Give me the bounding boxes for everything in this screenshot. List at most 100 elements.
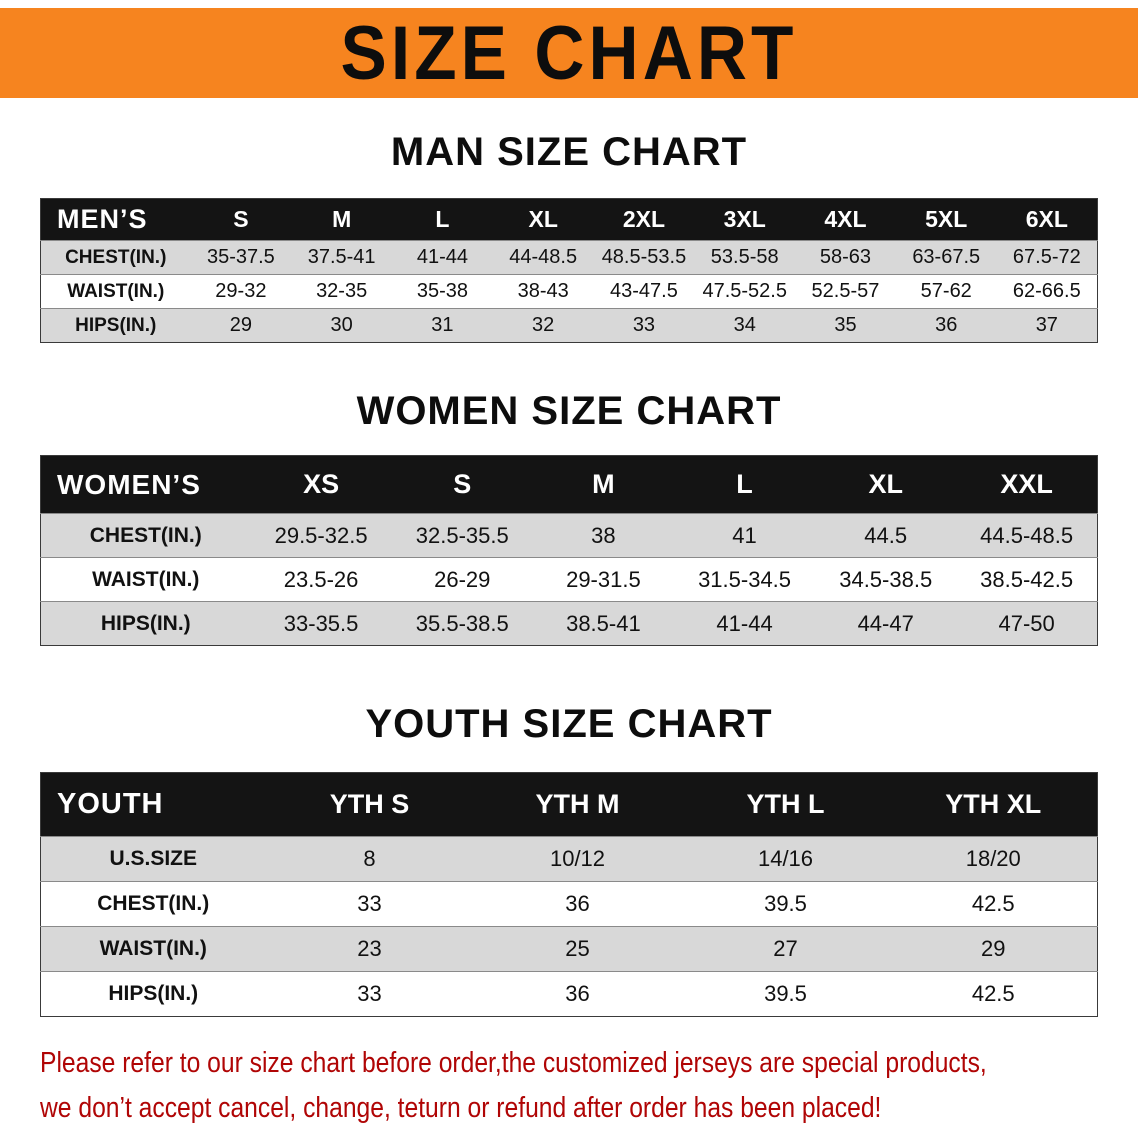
size-value-cell: 34.5-38.5 (815, 557, 957, 602)
corner-header: MEN’S (40, 198, 191, 241)
size-column-header: S (190, 198, 292, 241)
size-value-cell: 34 (694, 308, 796, 343)
table-row: U.S.SIZE 8 10/12 14/16 18/20 (40, 836, 1098, 882)
table-header-row: WOMEN’S XS S M L XL XXL (40, 455, 1098, 514)
size-value-cell: 38.5-42.5 (956, 557, 1098, 602)
size-value-cell: 42.5 (889, 971, 1098, 1017)
size-column-header: S (391, 455, 533, 514)
size-value-cell: 48.5-53.5 (593, 240, 695, 275)
table-row: CHEST(IN.) 33 36 39.5 42.5 (40, 881, 1098, 927)
size-value-cell: 36 (473, 881, 682, 927)
size-value-cell: 33 (593, 308, 695, 343)
row-label: HIPS(IN.) (40, 308, 191, 343)
disclaimer-line-1: Please refer to our size chart before or… (40, 1047, 987, 1079)
table-row: CHEST(IN.) 35-37.5 37.5-41 41-44 44-48.5 48.5… (40, 240, 1098, 275)
size-value-cell: 35-38 (392, 274, 493, 309)
size-value-cell: 57-62 (895, 274, 997, 309)
size-value-cell: 29.5-32.5 (250, 513, 392, 558)
size-column-header: 6XL (996, 198, 1098, 241)
size-value-cell: 41-44 (673, 601, 816, 646)
size-value-cell: 31.5-34.5 (673, 557, 816, 602)
table-row: HIPS(IN.) 33 36 39.5 42.5 (40, 971, 1098, 1017)
size-value-cell: 38-43 (492, 274, 594, 309)
size-value-cell: 32 (492, 308, 594, 343)
size-value-cell: 23.5-26 (250, 557, 392, 602)
size-column-header: L (673, 455, 816, 514)
size-value-cell: 29 (889, 926, 1098, 972)
size-value-cell: 38.5-41 (532, 601, 674, 646)
table-row: WAIST(IN.) 23 25 27 29 (40, 926, 1098, 972)
youth-section-heading: YOUTH SIZE CHART (365, 702, 773, 746)
size-value-cell: 25 (473, 926, 682, 972)
size-value-cell: 23 (265, 926, 474, 972)
size-column-header: 5XL (895, 198, 997, 241)
size-value-cell: 35 (795, 308, 896, 343)
size-column-header: XS (250, 455, 392, 514)
size-value-cell: 41-44 (392, 240, 493, 275)
disclaimer: Please refer to our size chart before or… (40, 1041, 1098, 1131)
men-size-table: MEN’S S M L XL 2XL 3XL 4XL 5XL 6XL CHEST(IN.) 35-37… (40, 198, 1098, 343)
size-column-header: 4XL (795, 198, 896, 241)
size-value-cell: 58-63 (795, 240, 896, 275)
size-value-cell: 33 (265, 881, 474, 927)
size-value-cell: 35-37.5 (190, 240, 292, 275)
size-column-header: L (392, 198, 493, 241)
size-column-header: YTH S (265, 772, 474, 837)
men-size-section: MAN SIZE CHART MEN’S S M L XL 2XL 3XL 4XL 5XL 6XL… (0, 128, 1138, 343)
size-value-cell: 29-32 (190, 274, 292, 309)
size-value-cell: 44.5-48.5 (956, 513, 1098, 558)
youth-size-section: YOUTH SIZE CHART YOUTH YTH S YTH M YTH L YTH… (0, 700, 1138, 1017)
size-value-cell: 8 (265, 836, 474, 882)
row-label: WAIST(IN.) (40, 274, 191, 309)
size-value-cell: 63-67.5 (895, 240, 997, 275)
disclaimer-line-2: we don’t accept cancel, change, teturn o… (40, 1092, 882, 1124)
corner-header: YOUTH (40, 772, 266, 837)
row-label: WAIST(IN.) (40, 557, 251, 602)
row-label: HIPS(IN.) (40, 601, 251, 646)
size-column-header: XL (815, 455, 957, 514)
size-value-cell: 42.5 (889, 881, 1098, 927)
size-value-cell: 44-48.5 (492, 240, 594, 275)
title-banner: SIZE CHART (0, 8, 1138, 98)
table-header-row: YOUTH YTH S YTH M YTH L YTH XL (40, 772, 1098, 837)
size-value-cell: 37 (996, 308, 1098, 343)
table-row: WAIST(IN.) 23.5-26 26-29 29-31.5 31.5-34.5 34… (40, 557, 1098, 602)
size-value-cell: 35.5-38.5 (391, 601, 533, 646)
table-row: HIPS(IN.) 29 30 31 32 33 34 35 36 37 (40, 308, 1098, 343)
size-value-cell: 36 (473, 971, 682, 1017)
size-column-header: 2XL (593, 198, 695, 241)
corner-header: WOMEN’S (40, 455, 251, 514)
size-value-cell: 44.5 (815, 513, 957, 558)
size-column-header: YTH L (681, 772, 890, 837)
size-value-cell: 41 (673, 513, 816, 558)
size-value-cell: 43-47.5 (593, 274, 695, 309)
women-size-table: WOMEN’S XS S M L XL XXL CHEST(IN.) 29.5-32.5 32.5… (40, 455, 1098, 646)
page-title: SIZE CHART (340, 10, 798, 96)
size-value-cell: 31 (392, 308, 493, 343)
size-column-header: 3XL (694, 198, 796, 241)
row-label: CHEST(IN.) (40, 881, 266, 927)
size-value-cell: 36 (895, 308, 997, 343)
row-label: CHEST(IN.) (40, 513, 251, 558)
youth-size-table: YOUTH YTH S YTH M YTH L YTH XL U.S.SIZE 8 10/12… (40, 772, 1098, 1017)
table-row: HIPS(IN.) 33-35.5 35.5-38.5 38.5-41 41-44 44-… (40, 601, 1098, 646)
size-value-cell: 67.5-72 (996, 240, 1098, 275)
size-value-cell: 38 (532, 513, 674, 558)
size-value-cell: 32.5-35.5 (391, 513, 533, 558)
size-column-header: XXL (956, 455, 1098, 514)
row-label: WAIST(IN.) (40, 926, 266, 972)
row-label: U.S.SIZE (40, 836, 266, 882)
women-section-heading: WOMEN SIZE CHART (356, 389, 782, 433)
size-value-cell: 53.5-58 (694, 240, 796, 275)
size-value-cell: 26-29 (391, 557, 533, 602)
size-value-cell: 27 (681, 926, 890, 972)
size-value-cell: 33-35.5 (250, 601, 392, 646)
size-value-cell: 47.5-52.5 (694, 274, 796, 309)
size-value-cell: 39.5 (681, 881, 890, 927)
row-label: CHEST(IN.) (40, 240, 191, 275)
size-value-cell: 44-47 (815, 601, 957, 646)
size-column-header: M (291, 198, 393, 241)
men-section-heading: MAN SIZE CHART (390, 130, 748, 174)
size-value-cell: 29 (190, 308, 292, 343)
